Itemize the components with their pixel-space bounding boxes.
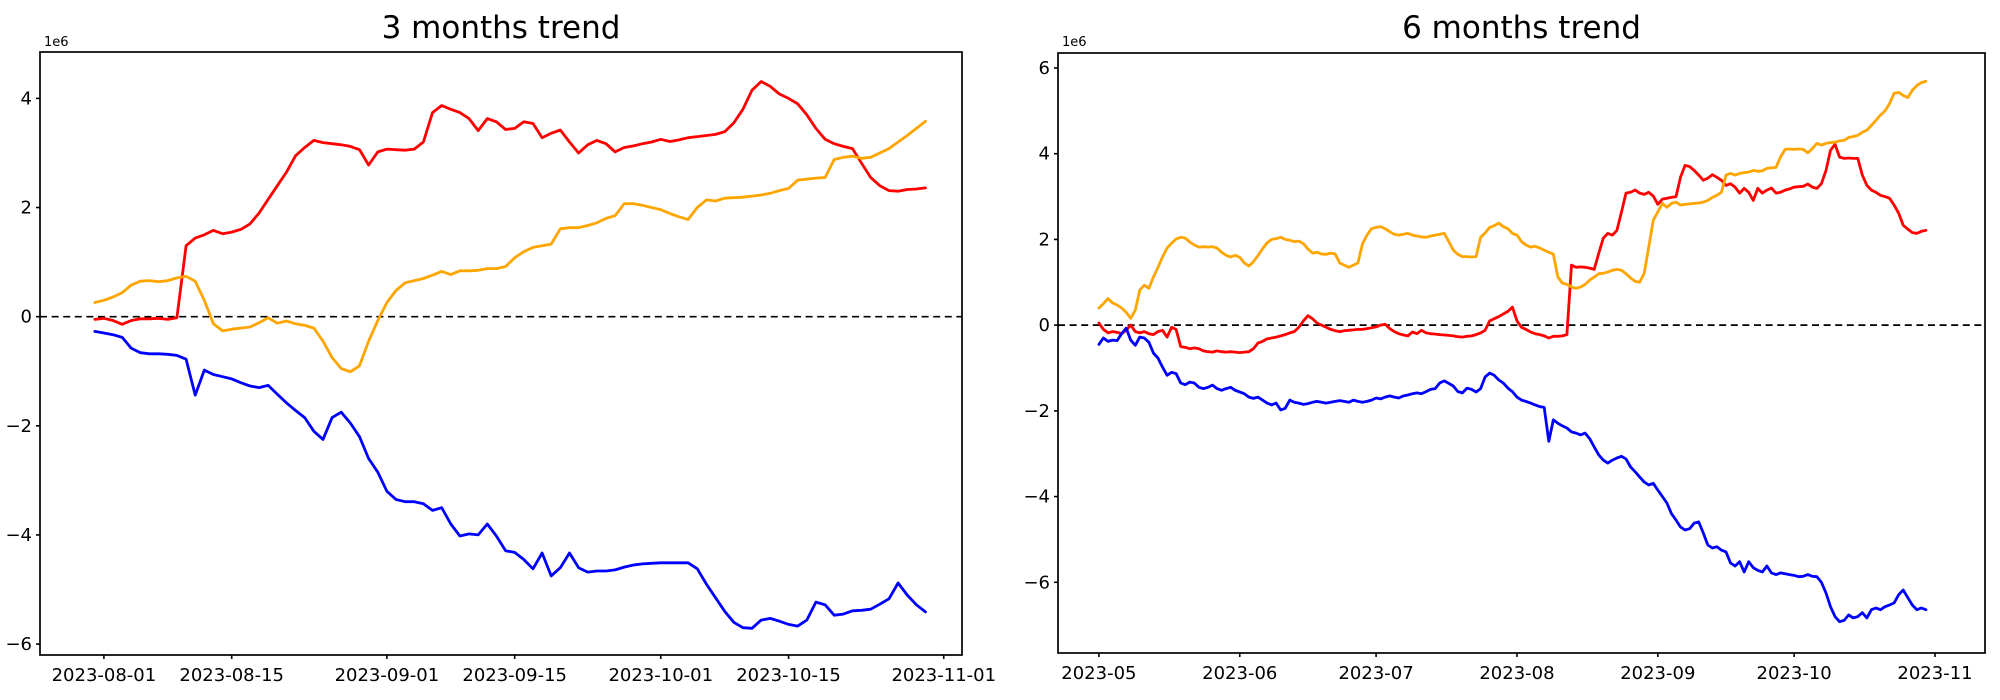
chart-6-months-trend: 2023-05 2023-06 2023-07 2023-08 2023-09 2023-… bbox=[1023, 10, 1986, 684]
x-tick-label: 2023-11 bbox=[1897, 663, 1972, 684]
x-tick-label: 2023-11-01 bbox=[891, 665, 996, 686]
line-red-series bbox=[1097, 142, 1928, 355]
series-group bbox=[1097, 79, 1928, 624]
x-tick-label: 2023-08-01 bbox=[52, 665, 157, 686]
y-tick-label: 2 bbox=[1039, 229, 1050, 250]
x-tick-label: 2023-05 bbox=[1061, 663, 1136, 684]
y-tick-label: −2 bbox=[5, 416, 32, 437]
plot-frame bbox=[39, 51, 963, 656]
y-tick-label: −4 bbox=[1023, 487, 1050, 508]
series-group bbox=[93, 80, 927, 630]
x-tick-label: 2023-09-15 bbox=[462, 665, 567, 686]
y-tick-label: −6 bbox=[1023, 572, 1050, 593]
x-tick-label: 2023-08 bbox=[1479, 663, 1554, 684]
line-blue-series bbox=[1097, 326, 1928, 624]
line-orange-series bbox=[1097, 79, 1928, 320]
y-tick-label: 6 bbox=[1039, 58, 1050, 79]
x-tick-label: 2023-09 bbox=[1620, 663, 1695, 684]
plot-frame bbox=[1057, 52, 1986, 654]
line-orange-series bbox=[93, 119, 927, 374]
y-tick-label: 4 bbox=[1039, 144, 1050, 165]
chart-3-months-trend: 2023-08-01 2023-08-15 2023-09-01 2023-09-15… bbox=[5, 10, 996, 686]
chart-title: 3 months trend bbox=[382, 10, 621, 46]
x-tick-label: 2023-10-15 bbox=[736, 665, 841, 686]
axis-offset-label: 1e6 bbox=[44, 35, 69, 50]
y-tick-label: 0 bbox=[21, 307, 32, 328]
x-tick-label: 2023-07 bbox=[1338, 663, 1413, 684]
y-tick-label: 2 bbox=[21, 198, 32, 219]
x-tick-label: 2023-08-15 bbox=[179, 665, 284, 686]
x-tick-label: 2023-09-01 bbox=[335, 665, 440, 686]
y-tick-label: −6 bbox=[5, 634, 32, 655]
y-tick-label: 4 bbox=[21, 88, 32, 109]
y-tick-label: −4 bbox=[5, 525, 32, 546]
x-tick-label: 2023-10-01 bbox=[608, 665, 713, 686]
y-tick-label: 0 bbox=[1039, 315, 1050, 336]
line-blue-series bbox=[93, 329, 927, 630]
line-red-series bbox=[93, 80, 927, 326]
axis-offset-label: 1e6 bbox=[1062, 35, 1087, 50]
y-tick-label: −2 bbox=[1023, 401, 1050, 422]
x-tick-label: 2023-10 bbox=[1757, 663, 1832, 684]
chart-title: 6 months trend bbox=[1402, 10, 1641, 46]
x-tick-label: 2023-06 bbox=[1202, 663, 1277, 684]
